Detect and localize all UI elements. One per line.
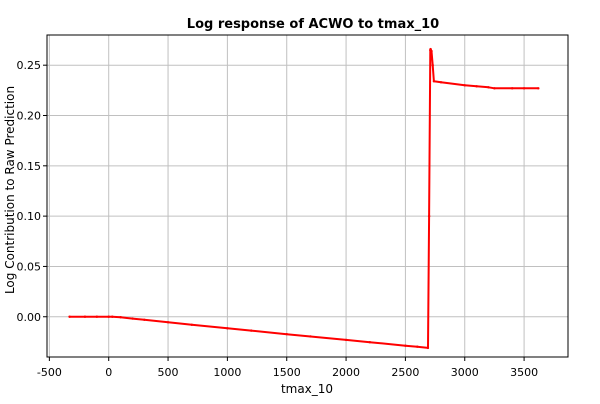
data-point: [226, 327, 229, 330]
x-axis-label: tmax_10: [281, 382, 333, 396]
x-tick-label: 2500: [391, 366, 419, 379]
data-point: [404, 344, 407, 347]
y-tick-label: 0.25: [17, 59, 42, 72]
data-point: [111, 315, 114, 318]
data-point: [119, 316, 122, 319]
data-point: [368, 341, 372, 344]
data-point: [432, 80, 436, 83]
y-tick-label: 0.20: [17, 110, 42, 123]
data-point: [475, 85, 478, 88]
data-point: [190, 323, 193, 326]
data-point: [429, 47, 432, 51]
data-point: [511, 87, 514, 90]
data-point: [166, 321, 170, 324]
data-point: [285, 332, 288, 336]
x-tick-label: 3500: [510, 366, 538, 379]
data-point: [107, 315, 110, 318]
series-line: [69, 48, 539, 349]
data-point: [131, 317, 134, 320]
data-point: [427, 214, 431, 218]
data-point: [143, 318, 146, 321]
x-tick-label: -500: [37, 366, 62, 379]
x-tick-label: 500: [158, 366, 179, 379]
y-tick-label: 0.00: [17, 311, 42, 324]
data-point: [522, 87, 526, 90]
data-point: [309, 335, 312, 338]
y-tick-label: 0.05: [17, 260, 42, 273]
x-tick-label: 2000: [332, 366, 360, 379]
data-point: [249, 329, 253, 332]
data-point: [537, 87, 540, 90]
x-tick-label: 1500: [273, 366, 301, 379]
y-tick-label: 0.15: [17, 160, 42, 173]
y-axis-label: Log Contribution to Raw Prediction: [3, 86, 17, 294]
data-point: [430, 49, 433, 53]
data-point: [493, 87, 496, 90]
data-point: [439, 81, 443, 84]
data-point: [426, 346, 430, 350]
chart-title: Log response of ACWO to tmax_10: [187, 17, 439, 32]
x-tick-label: 0: [105, 366, 112, 379]
data-point: [68, 315, 71, 318]
data-point: [344, 338, 348, 342]
data-point: [431, 63, 434, 67]
data-point: [463, 84, 466, 87]
x-tick-label: 1000: [213, 366, 241, 379]
y-tick-label: 0.10: [17, 210, 42, 223]
plot-frame: [46, 34, 569, 358]
data-point: [487, 86, 490, 89]
x-tick-label: 3000: [451, 366, 479, 379]
data-point: [416, 345, 419, 348]
data-point: [83, 315, 87, 318]
data-point: [95, 315, 99, 318]
